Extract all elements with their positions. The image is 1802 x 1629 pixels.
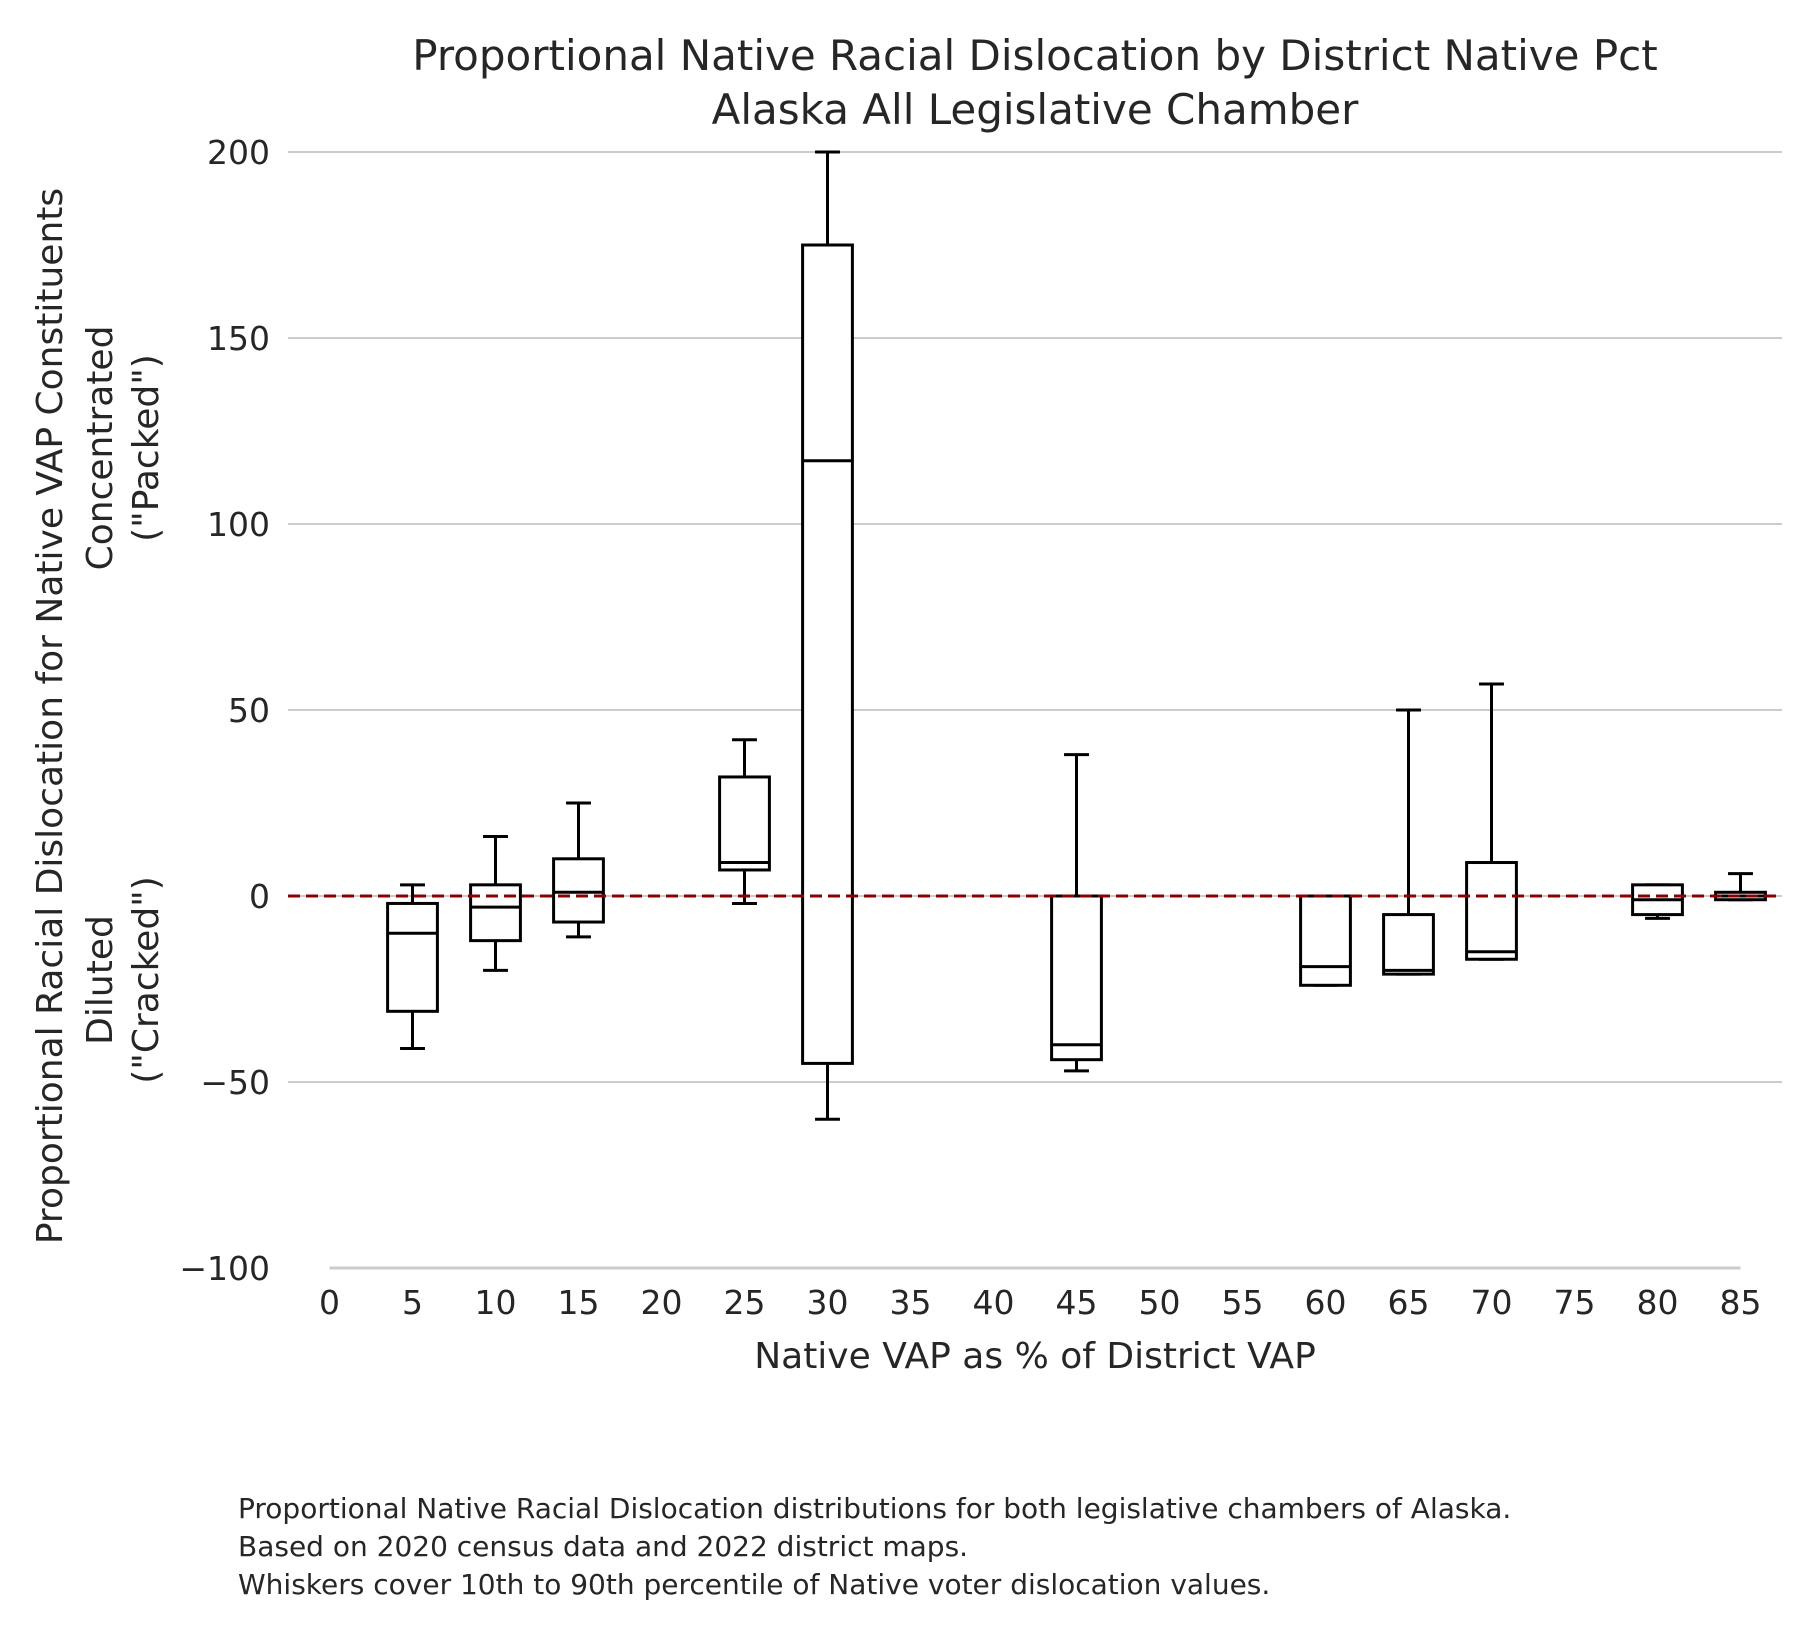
chart-title-line-1: Proportional Native Racial Dislocation b… bbox=[412, 31, 1658, 80]
y-tick-label: 200 bbox=[207, 133, 270, 172]
x-tick-label: 40 bbox=[973, 1283, 1015, 1322]
y-tick-label: 150 bbox=[207, 319, 270, 358]
x-tick-label: 60 bbox=[1305, 1283, 1347, 1322]
box-10 bbox=[469, 834, 522, 972]
box-30 bbox=[801, 150, 854, 1121]
iqr-box bbox=[386, 901, 439, 1013]
iqr-box bbox=[801, 243, 854, 1065]
y-axis-label-cracked: ("Cracked") bbox=[126, 876, 167, 1084]
x-tick-label: 35 bbox=[890, 1283, 932, 1322]
box-45 bbox=[1050, 753, 1103, 1073]
y-tick-label: −100 bbox=[179, 1249, 270, 1288]
x-tick-label: 25 bbox=[724, 1283, 766, 1322]
x-tick-label: 5 bbox=[402, 1283, 423, 1322]
x-tick-label: 70 bbox=[1471, 1283, 1513, 1322]
x-tick-label: 65 bbox=[1388, 1283, 1430, 1322]
y-tick-label: 100 bbox=[207, 505, 270, 544]
x-tick-label: 50 bbox=[1139, 1283, 1181, 1322]
y-axis-label-concentrated: Concentrated bbox=[80, 326, 121, 571]
box-5 bbox=[386, 883, 439, 1051]
x-tick-label: 0 bbox=[319, 1283, 340, 1322]
y-tick-label: 50 bbox=[228, 691, 270, 730]
iqr-box bbox=[1050, 894, 1103, 1062]
box-70 bbox=[1465, 682, 1518, 961]
iqr-box bbox=[469, 883, 522, 943]
x-tick-label: 30 bbox=[807, 1283, 849, 1322]
x-tick-label: 15 bbox=[558, 1283, 600, 1322]
box-65 bbox=[1382, 708, 1435, 976]
x-tick-label: 55 bbox=[1222, 1283, 1264, 1322]
y-axis-label-diluted: Diluted bbox=[80, 915, 121, 1045]
x-tick-label: 80 bbox=[1637, 1283, 1679, 1322]
caption-line-1: Proportional Native Racial Dislocation d… bbox=[238, 1492, 1512, 1525]
x-tick-label: 20 bbox=[641, 1283, 683, 1322]
chart-title: Proportional Native Racial Dislocation b… bbox=[412, 31, 1658, 134]
figure-caption: Proportional Native Racial Dislocation d… bbox=[238, 1490, 1511, 1604]
y-tick-labels: 200 150 100 50 0 −50 −100 bbox=[179, 133, 270, 1288]
box-80 bbox=[1631, 883, 1684, 920]
caption-line-3: Whiskers cover 10th to 90th percentile o… bbox=[238, 1568, 1271, 1601]
iqr-box bbox=[1465, 861, 1518, 961]
box-series bbox=[386, 150, 1767, 1121]
iqr-box bbox=[1382, 913, 1435, 976]
iqr-box bbox=[718, 775, 771, 872]
y-axis-label: Proportional Racial Dislocation for Nati… bbox=[30, 188, 167, 1244]
grid-lines bbox=[288, 151, 1782, 1083]
box-60 bbox=[1299, 894, 1352, 987]
iqr-box bbox=[552, 857, 605, 924]
box-25 bbox=[718, 738, 771, 905]
iqr-box bbox=[1299, 894, 1352, 987]
y-tick-label: 0 bbox=[249, 877, 270, 916]
x-tick-label: 10 bbox=[475, 1283, 517, 1322]
x-axis-label: Native VAP as % of District VAP bbox=[754, 1336, 1316, 1377]
y-tick-label: −50 bbox=[200, 1063, 270, 1102]
caption-line-2: Based on 2020 census data and 2022 distr… bbox=[238, 1530, 969, 1563]
x-tick-labels: 0 5 10 15 20 25 30 35 40 45 50 55 60 65 70 75 80 85 bbox=[319, 1283, 1762, 1322]
y-axis-label-main: Proportional Racial Dislocation for Nati… bbox=[30, 188, 71, 1244]
x-tick-label: 75 bbox=[1554, 1283, 1596, 1322]
x-tick-label: 85 bbox=[1720, 1283, 1762, 1322]
y-axis-label-packed: ("Packed") bbox=[126, 354, 167, 542]
box-15 bbox=[552, 801, 605, 939]
x-tick-label: 45 bbox=[1056, 1283, 1098, 1322]
chart-title-line-2: Alaska All Legislative Chamber bbox=[712, 85, 1360, 134]
